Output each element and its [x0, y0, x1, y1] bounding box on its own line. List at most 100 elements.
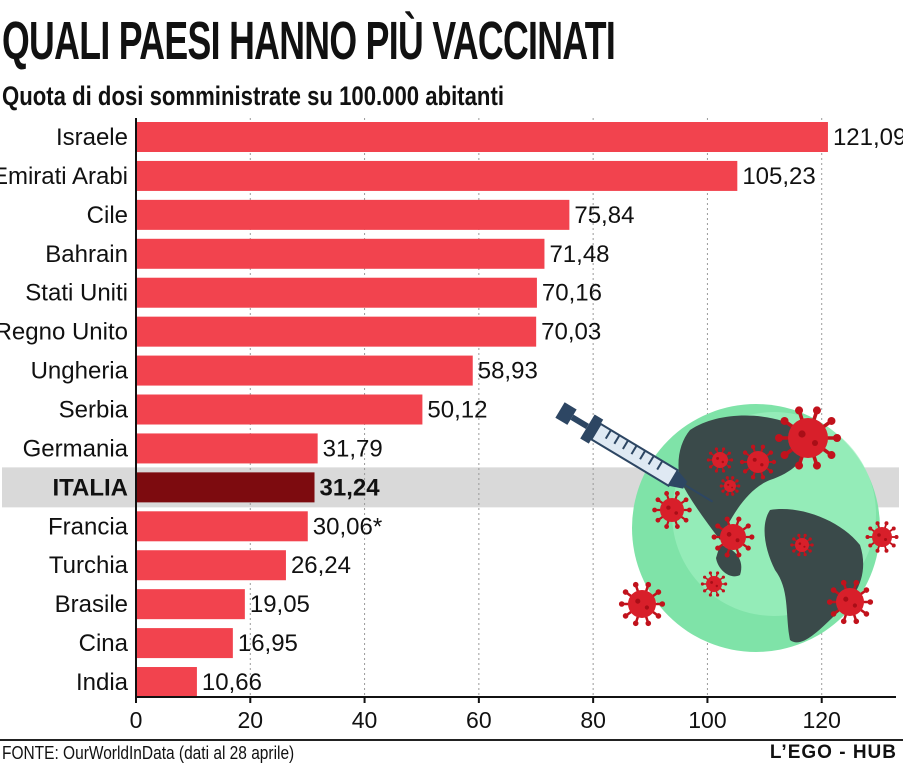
- virus-dot: [798, 430, 806, 438]
- virus-dot: [798, 542, 802, 545]
- bar: [136, 511, 308, 542]
- virus-spike-tip: [714, 469, 719, 473]
- category-label: Ungheria: [31, 358, 129, 385]
- virus-spike-tip: [725, 492, 729, 496]
- virus-spike-tip: [884, 548, 889, 553]
- bar: [136, 472, 315, 503]
- virus-dot: [721, 460, 724, 464]
- virus-spike-tip: [721, 575, 725, 579]
- virus-spike-tip: [797, 553, 801, 557]
- virus-spike-tip: [790, 543, 794, 547]
- virus-spike-tip: [803, 553, 807, 557]
- virus-spike-tip: [795, 461, 804, 470]
- syringe-tick: [647, 455, 655, 465]
- virus-icon: [652, 491, 692, 529]
- virus-spike-tip: [803, 533, 807, 537]
- virus-dot: [715, 584, 718, 588]
- chart-title: QUALI PAESI HANNO PIÙ VACCINATI: [2, 11, 616, 71]
- data-label: 50,12: [427, 397, 487, 424]
- data-label: 70,16: [542, 280, 602, 307]
- source-note: FONTE: OurWorldInData (dati al 28 aprile…: [2, 743, 295, 763]
- virus-spike-tip: [715, 523, 721, 529]
- virus-spike-tip: [891, 543, 896, 548]
- virus-spike-tip: [655, 517, 661, 523]
- virus-spike-tip: [715, 593, 720, 597]
- virus-dot: [852, 603, 858, 608]
- virus-spike-tip: [894, 535, 899, 539]
- virus-spike-tip: [771, 459, 777, 465]
- virus-body: [836, 588, 864, 616]
- bar: [136, 199, 570, 230]
- virus-icon: [790, 533, 814, 557]
- virus-dot: [731, 486, 733, 489]
- category-label: Israele: [56, 124, 128, 151]
- data-label: 30,06*: [313, 513, 382, 540]
- globe-landmass: [678, 415, 806, 540]
- virus-icon: [711, 516, 755, 558]
- virus-spike-tip: [711, 534, 717, 540]
- virus-dot: [716, 456, 720, 460]
- bar: [136, 589, 245, 620]
- data-label: 70,03: [541, 319, 601, 346]
- virus-dot: [735, 538, 740, 543]
- bar: [136, 122, 828, 152]
- virus-spike-tip: [875, 548, 880, 553]
- category-label: ITALIA: [52, 474, 128, 501]
- virus-dot: [884, 538, 887, 541]
- virus-spike-tip: [810, 543, 814, 547]
- bar: [136, 355, 473, 386]
- virus-icon: [865, 521, 899, 553]
- virus-spike-tip: [683, 497, 689, 503]
- virus-spike-tip: [742, 469, 748, 474]
- virus-spike-tip: [760, 474, 766, 480]
- category-label: India: [76, 669, 129, 696]
- category-label: Germania: [23, 435, 129, 462]
- virus-spike-tip: [632, 620, 639, 627]
- virus-spike-tip: [725, 476, 729, 480]
- x-axis: 0 20 40 60 80 100 120: [130, 118, 896, 733]
- virus-spike-tip: [674, 524, 680, 529]
- syringe-rod: [570, 414, 589, 430]
- virus-body: [788, 418, 828, 458]
- virus-spike-tip: [687, 507, 692, 513]
- virus-spike-tip: [659, 601, 666, 607]
- virus-spike-tip: [721, 479, 725, 483]
- virus-body: [628, 590, 656, 618]
- bar: [136, 238, 545, 269]
- virus-spike-tip: [683, 517, 689, 523]
- virus-spike-tip: [780, 451, 789, 460]
- virus-spike-tip: [795, 406, 804, 415]
- virus-spike-tip: [745, 545, 751, 551]
- data-label: 16,95: [238, 630, 298, 657]
- virus-spike-tip: [700, 582, 705, 586]
- data-label: 58,93: [478, 358, 538, 385]
- virus-spike-tip: [708, 571, 713, 575]
- virus-spike-tip: [749, 534, 755, 540]
- data-label: 31,24: [320, 474, 381, 501]
- virus-body: [747, 451, 769, 473]
- virus-spike-tip: [724, 582, 728, 586]
- virus-spike-tip: [853, 618, 860, 625]
- virus-body: [712, 452, 728, 468]
- virus-spike-tip: [830, 587, 837, 593]
- virus-spike-tip: [652, 507, 657, 513]
- virus-spike-tip: [863, 611, 870, 617]
- syringe-icon: [555, 402, 714, 503]
- brand-logo: L’EGO - HUB: [769, 742, 897, 763]
- virus-spike-tip: [884, 521, 889, 526]
- data-label: 75,84: [574, 202, 634, 229]
- virus-spike-tip: [827, 416, 836, 425]
- bar: [136, 316, 537, 347]
- virus-body: [706, 576, 722, 592]
- virus-body: [795, 538, 809, 552]
- x-tick-label: 60: [466, 707, 492, 733]
- virus-spike-tip: [655, 589, 662, 595]
- virus-spike-tip: [719, 484, 723, 488]
- virus-dot: [666, 505, 671, 510]
- data-label: 26,24: [291, 552, 351, 579]
- syringe-tick: [622, 439, 629, 450]
- virus-spike-tip: [709, 465, 713, 469]
- virus-spike-tip: [775, 434, 783, 442]
- virus-dot: [727, 483, 730, 486]
- virus-spike-tip: [736, 516, 742, 522]
